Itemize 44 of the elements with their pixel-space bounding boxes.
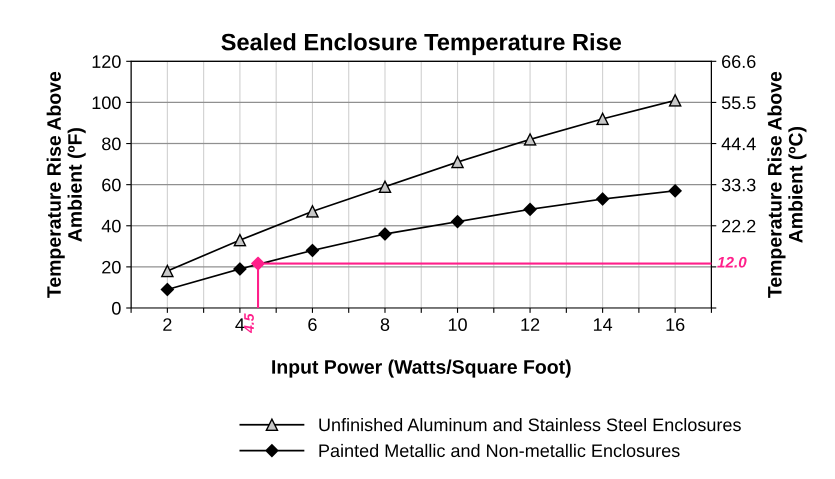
point <box>378 227 392 241</box>
x-tick-label: 2 <box>163 318 172 331</box>
point <box>233 262 246 276</box>
x-tick-label: 8 <box>380 318 390 331</box>
ref-line-label: 12.0 <box>717 256 747 268</box>
x-tick-label: 4 <box>235 318 244 331</box>
y-tick-label: 40 <box>102 220 121 232</box>
y2-tick-label: 22.2 <box>722 220 756 232</box>
x-axis-title: Input Power (Watts/Square Foot) <box>272 360 571 378</box>
point <box>451 156 464 168</box>
y-axis-title: Temperature Rise Above Ambient (ºF) <box>46 72 86 298</box>
x-tick-label: 16 <box>666 318 684 331</box>
y-tick-label: 120 <box>92 55 121 68</box>
point <box>450 215 464 228</box>
point <box>161 264 174 278</box>
legend-label: Unfinished Aluminum and Stainless Steel Enclosures <box>319 418 741 432</box>
y2-tick-label: 33.3 <box>722 178 756 192</box>
chart-title: Sealed Enclosure Temperature Rise <box>221 33 622 56</box>
x-tick-label: 14 <box>594 318 612 331</box>
x-tick-label: 12 <box>521 318 540 331</box>
point <box>596 112 609 126</box>
ref-line-label: 4.5 <box>244 313 254 334</box>
x-tick-label: 10 <box>448 318 467 331</box>
point <box>668 184 682 198</box>
point <box>523 202 537 216</box>
y2-tick-label: 66.6 <box>722 55 756 68</box>
y-tick-label: 100 <box>92 96 121 110</box>
legend-label: Painted Metallic and Non-metallic Enclosures <box>319 444 680 458</box>
y-tick-label: 80 <box>102 137 121 150</box>
point <box>160 282 174 296</box>
x-tick-label: 6 <box>308 318 317 331</box>
point <box>306 244 320 258</box>
y2-tick-label: 44.4 <box>722 138 756 150</box>
point <box>378 180 392 193</box>
y2-tick-label: 55.5 <box>722 96 756 110</box>
y-tick-label: 0 <box>112 302 121 315</box>
y-tick-label: 20 <box>102 260 121 274</box>
point <box>524 133 536 146</box>
point <box>668 94 682 107</box>
point <box>306 205 319 218</box>
y2-axis-title: Temperature Rise Above Ambient (ºC) <box>767 72 806 298</box>
point <box>596 192 610 206</box>
point <box>234 234 246 246</box>
y-tick-label: 60 <box>102 178 121 192</box>
